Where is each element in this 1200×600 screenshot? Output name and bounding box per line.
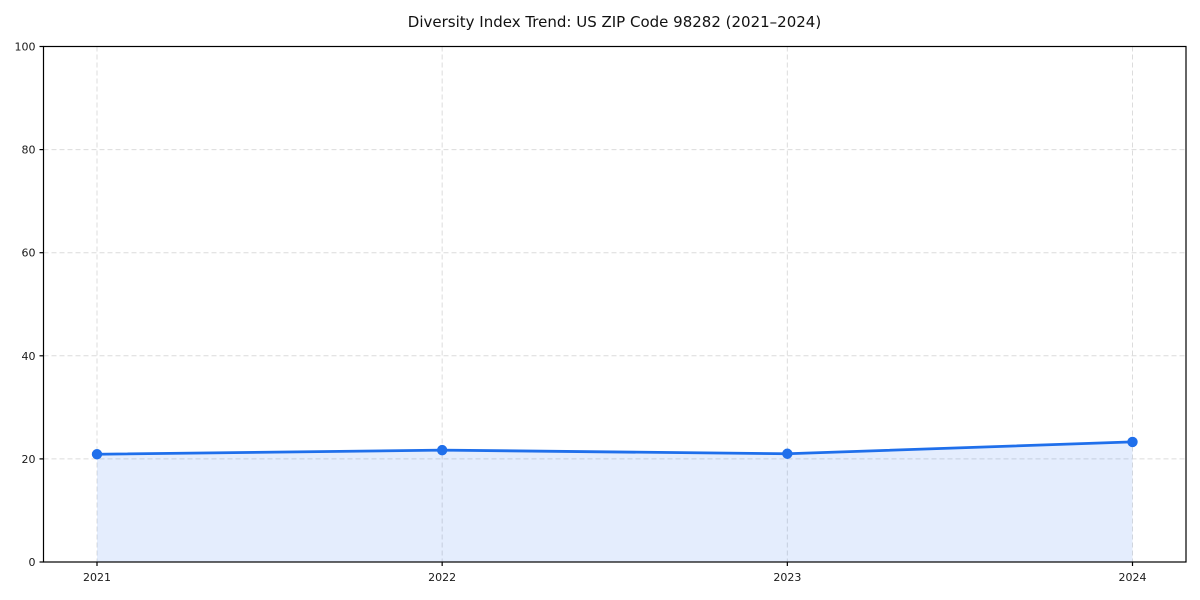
x-tick-label: 2022 (428, 571, 456, 584)
y-tick-label: 40 (22, 350, 36, 363)
x-tick-label: 2023 (773, 571, 801, 584)
y-tick-label: 20 (22, 453, 36, 466)
data-point (436, 444, 448, 456)
y-tick-label: 60 (22, 247, 36, 260)
x-tick-label: 2024 (1119, 571, 1147, 584)
y-tick-label: 80 (22, 144, 36, 157)
area-fill (97, 441, 1133, 562)
chart-title: Diversity Index Trend: US ZIP Code 98282… (407, 13, 822, 31)
x-tick-label: 2021 (83, 571, 111, 584)
data-point (1127, 436, 1138, 448)
data-point (782, 448, 793, 459)
y-tick-label: 100 (15, 41, 36, 54)
plot-border (42, 45, 1187, 563)
y-tick-label: 0 (29, 556, 36, 569)
data-point (91, 449, 103, 460)
trend-line (95, 440, 1134, 456)
